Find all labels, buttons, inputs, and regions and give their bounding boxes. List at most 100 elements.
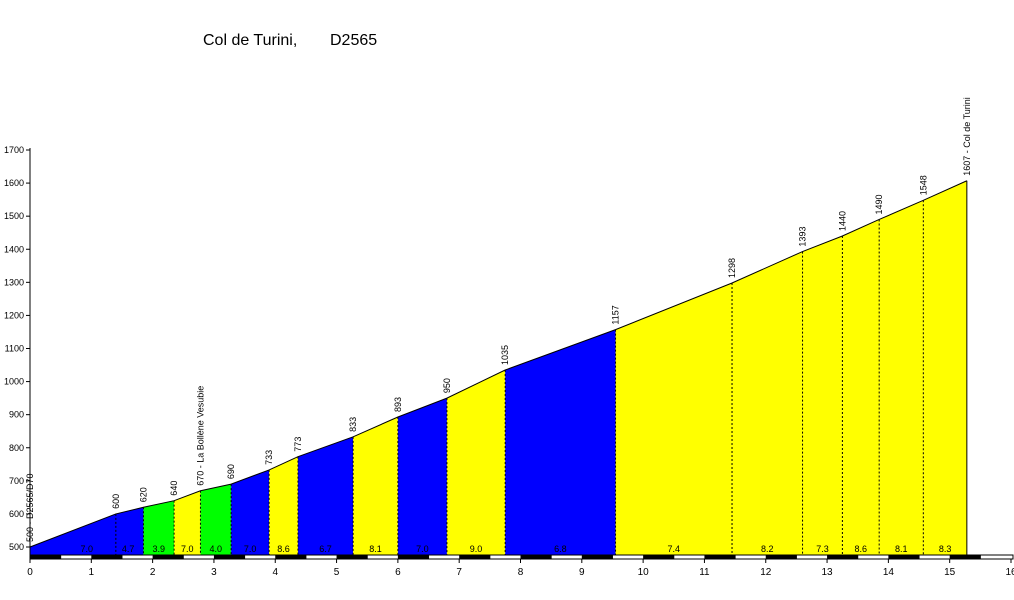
gradient-segment-1 <box>143 500 175 555</box>
gradient-segment-15 <box>879 200 924 555</box>
segment-dividers <box>115 180 968 555</box>
scale-bar-block <box>704 555 736 559</box>
profile-line <box>29 180 968 548</box>
gradient-segment-6 <box>297 436 354 555</box>
x-tick-label: 14 <box>883 567 895 578</box>
altitude-label: 670 - La Bollène Vesubie <box>195 386 205 486</box>
gradient-label: 9.0 <box>470 544 483 554</box>
y-tick-label: 500 <box>9 542 24 552</box>
gradient-segment-14 <box>842 219 880 555</box>
altitude-label: 1157 <box>611 305 621 324</box>
scale-bar-block <box>581 555 613 559</box>
x-tick-label: 10 <box>638 567 650 578</box>
km-scale-bar <box>29 554 1014 560</box>
y-tick-label: 1300 <box>4 277 24 287</box>
gradient-segment-12 <box>732 251 803 555</box>
gradient-label: 7.4 <box>668 544 681 554</box>
y-tick-label: 900 <box>9 410 24 420</box>
x-tick-label: 11 <box>699 567 710 578</box>
y-tick-label: 700 <box>9 476 24 486</box>
scale-bar-block <box>888 555 920 559</box>
altitude-label: 833 <box>348 417 358 432</box>
x-tick-label: 9 <box>579 567 585 578</box>
gradient-label: 8.1 <box>895 544 908 554</box>
altitude-label: 1298 <box>727 258 737 278</box>
altitude-label: 1548 <box>918 175 928 195</box>
scale-bar-block <box>213 555 246 559</box>
gradient-label: 7.0 <box>416 544 429 554</box>
x-tick-label: 5 <box>334 567 340 578</box>
road-name: D2565 <box>330 32 378 49</box>
y-tick-label: 1700 <box>4 145 24 155</box>
gradient-segment-4 <box>231 469 270 555</box>
x-tick-label: 2 <box>150 567 156 578</box>
gradient-segment-16 <box>923 180 967 555</box>
gradient-segment-7 <box>353 416 398 555</box>
altitude-label: 1440 <box>837 211 847 231</box>
x-tick-label: 16 <box>1005 567 1014 578</box>
altitude-label: 733 <box>264 450 274 465</box>
scale-bar-block <box>520 555 552 559</box>
scale-bar-block <box>91 555 123 559</box>
altitude-labels: 500 - D2565/D70 600 620 640 670 - La Bollène… <box>25 97 972 542</box>
gradient-label: 7.3 <box>816 544 829 554</box>
y-tick-label: 600 <box>9 509 24 519</box>
gradient-segment-9 <box>446 370 506 555</box>
x-tick-label: 12 <box>760 567 772 578</box>
y-tick-label: 1100 <box>5 344 24 354</box>
gradient-segment-5 <box>269 456 298 555</box>
gradient-label: 4.7 <box>122 544 135 554</box>
gradient-label: 7.0 <box>80 544 93 554</box>
gradient-segment-0 <box>30 507 144 555</box>
x-tick-label: 1 <box>89 567 95 578</box>
gradient-segment-11 <box>615 282 733 555</box>
gradient-segment-3 <box>200 484 232 555</box>
gradient-label: 8.1 <box>369 544 382 554</box>
gradient-label: 8.2 <box>761 544 774 554</box>
gradient-label: 7.0 <box>244 544 257 554</box>
scale-bar-block <box>949 555 981 559</box>
profile-outline <box>29 180 968 548</box>
altitude-label: 773 <box>293 437 303 452</box>
scale-bar-block <box>643 555 675 559</box>
altitude-label: 950 <box>442 378 452 393</box>
altitude-label: 1393 <box>798 227 808 247</box>
scale-bar-block <box>397 555 430 559</box>
scale-bar-block <box>275 555 307 559</box>
scale-bar-block <box>152 555 184 559</box>
y-tick-label: 1200 <box>4 310 24 320</box>
gradient-segment-10 <box>505 329 616 555</box>
altitude-label: 1607 - Col de Turini <box>962 97 972 176</box>
scale-bar-block <box>30 555 62 559</box>
x-tick-label: 6 <box>395 567 401 578</box>
x-tick-label: 15 <box>944 567 956 578</box>
scale-bar-block <box>765 555 797 559</box>
y-tick-label: 800 <box>9 443 24 453</box>
gradient-segment-2 <box>174 490 201 555</box>
scale-bar-block <box>827 555 859 559</box>
altitude-label: 620 <box>138 487 148 502</box>
y-tick-label: 1000 <box>4 377 24 387</box>
altitude-label: 690 <box>226 464 236 479</box>
altitude-label: 1490 <box>874 194 884 214</box>
y-tick-label: 1400 <box>4 244 24 254</box>
altitude-label: 893 <box>393 397 403 412</box>
gradient-label: 7.0 <box>181 544 194 554</box>
gradient-labels: 7.0 3.9 7.0 4.0 7.0 8.6 6.7 8.1 7.0 9.0 6.8 7.4 8.2 7… <box>80 544 951 554</box>
chart-title: Col de Turini, <box>203 32 298 49</box>
x-tick-label: 7 <box>456 567 462 578</box>
y-tick-label: 1500 <box>4 211 24 221</box>
gradient-label: 6.7 <box>319 544 332 554</box>
gradient-label: 8.6 <box>855 544 868 554</box>
gradient-segment-13 <box>802 236 843 555</box>
y-tick-label: 1600 <box>4 178 24 188</box>
gradient-fills <box>30 180 967 555</box>
altitude-label: 500 - D2565/D70 <box>25 473 35 542</box>
gradient-label: 6.8 <box>554 544 567 554</box>
axes: 500 600 700 800 900 1000 1100 1200 1300 1400 1500 1… <box>4 145 1014 578</box>
gradient-label: 4.0 <box>210 544 223 554</box>
x-tick-label: 3 <box>211 567 217 578</box>
x-tick-label: 8 <box>518 567 524 578</box>
x-tick-label: 13 <box>822 567 834 578</box>
